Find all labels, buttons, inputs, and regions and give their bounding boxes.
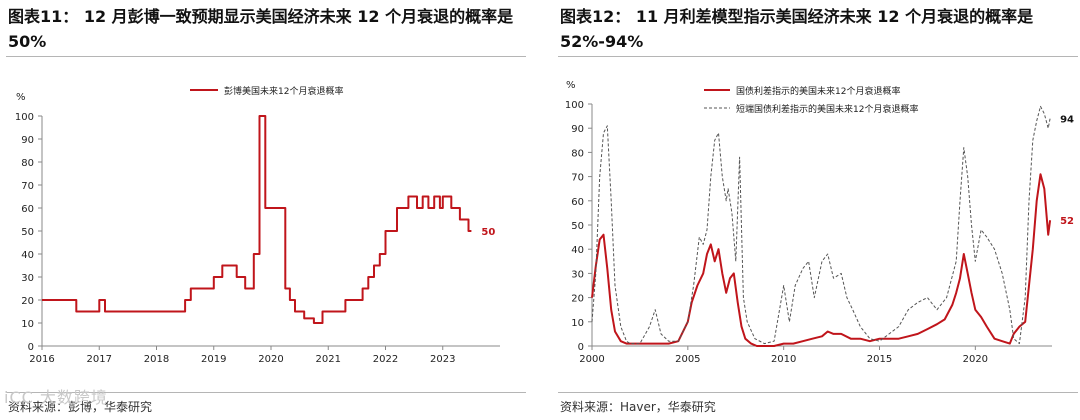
y-tick-label: 50 [571,221,584,232]
y-tick-label: 50 [21,227,34,238]
x-tick-label: 2022 [373,354,398,365]
y-tick-label: 10 [21,319,34,330]
series-end-value-label: 52 [1060,216,1074,227]
chart-title: 图表12： 11 月利差模型指示美国经济未来 12 个月衰退的概率是 52%-9… [560,7,1034,51]
x-tick-label: 2023 [430,354,455,365]
legend-label: 彭博美国未来12个月衰退概率 [224,85,343,97]
x-tick-label: 2021 [316,354,341,365]
x-tick-label: 2019 [201,354,226,365]
recession-probability-chart-bloomberg: 0 10 20 30 40 50 60 70 80 90 100% 2016 2017 2018 2019 2… [15,85,500,365]
x-tick-label: 2016 [29,354,54,365]
y-tick-label: 80 [21,158,34,169]
y-tick-label: 100 [15,112,34,123]
y-tick-label: 40 [21,250,34,261]
recession-probability-chart-yield-spread: 0 10 20 30 40 50 60 70 80 90 100% 2000 2005 2010 2015 2… [565,80,1074,365]
legend-label: 短端国债利差指示的美国未来12个月衰退概率 [736,103,918,115]
y-tick-label: 70 [21,181,34,192]
source-note: 资料来源：Haver，华泰研究 [560,400,716,414]
y-tick-label: 60 [21,204,34,215]
y-tick-label: 90 [21,135,34,146]
y-tick-label: 80 [571,148,584,159]
title-divider [558,56,1078,57]
y-tick-label: 30 [571,269,584,280]
y-axis-unit-label: % [16,92,26,103]
source-note: 资料来源：彭博，华泰研究 [8,400,153,414]
chart-panel-right: 图表12： 11 月利差模型指示美国经济未来 12 个月衰退的概率是 52%-9… [552,0,1080,420]
x-tick-label: 2020 [258,354,283,365]
x-tick-label: 2020 [963,354,988,365]
series-line-1 [42,115,472,324]
series-line-1 [591,173,1052,347]
source-divider [6,392,526,393]
x-tick-label: 2018 [144,354,169,365]
legend-label: 国债利差指示的美国未来12个月衰退概率 [736,85,900,97]
y-tick-label: 40 [571,245,584,256]
y-tick-label: 20 [21,296,34,307]
y-tick-label: 20 [571,294,584,305]
x-tick-label: 2000 [579,354,604,365]
y-axis-unit-label: % [566,80,576,91]
y-tick-label: 90 [571,124,584,135]
y-tick-label: 100 [565,100,584,111]
series-end-value-label: 94 [1060,115,1074,126]
series-line-2 [591,105,1051,345]
title-divider [6,56,526,57]
y-tick-label: 0 [28,342,34,353]
x-tick-label: 2015 [867,354,892,365]
x-tick-label: 2005 [675,354,700,365]
chart-panel-left: 图表11： 12 月彭博一致预期显示美国经济未来 12 个月衰退的概率是 50%… [0,0,530,420]
y-tick-label: 10 [571,318,584,329]
x-tick-label: 2017 [87,354,112,365]
chart-title: 图表11： 12 月彭博一致预期显示美国经济未来 12 个月衰退的概率是 50% [8,7,514,51]
y-tick-label: 30 [21,273,34,284]
x-tick-label: 2010 [771,354,796,365]
series-end-value-label: 50 [481,227,495,238]
y-tick-label: 0 [578,342,584,353]
y-tick-label: 70 [571,173,584,184]
watermark-logo: iCC 大数跨境 [4,388,108,407]
source-divider [558,392,1078,393]
y-tick-label: 60 [571,197,584,208]
